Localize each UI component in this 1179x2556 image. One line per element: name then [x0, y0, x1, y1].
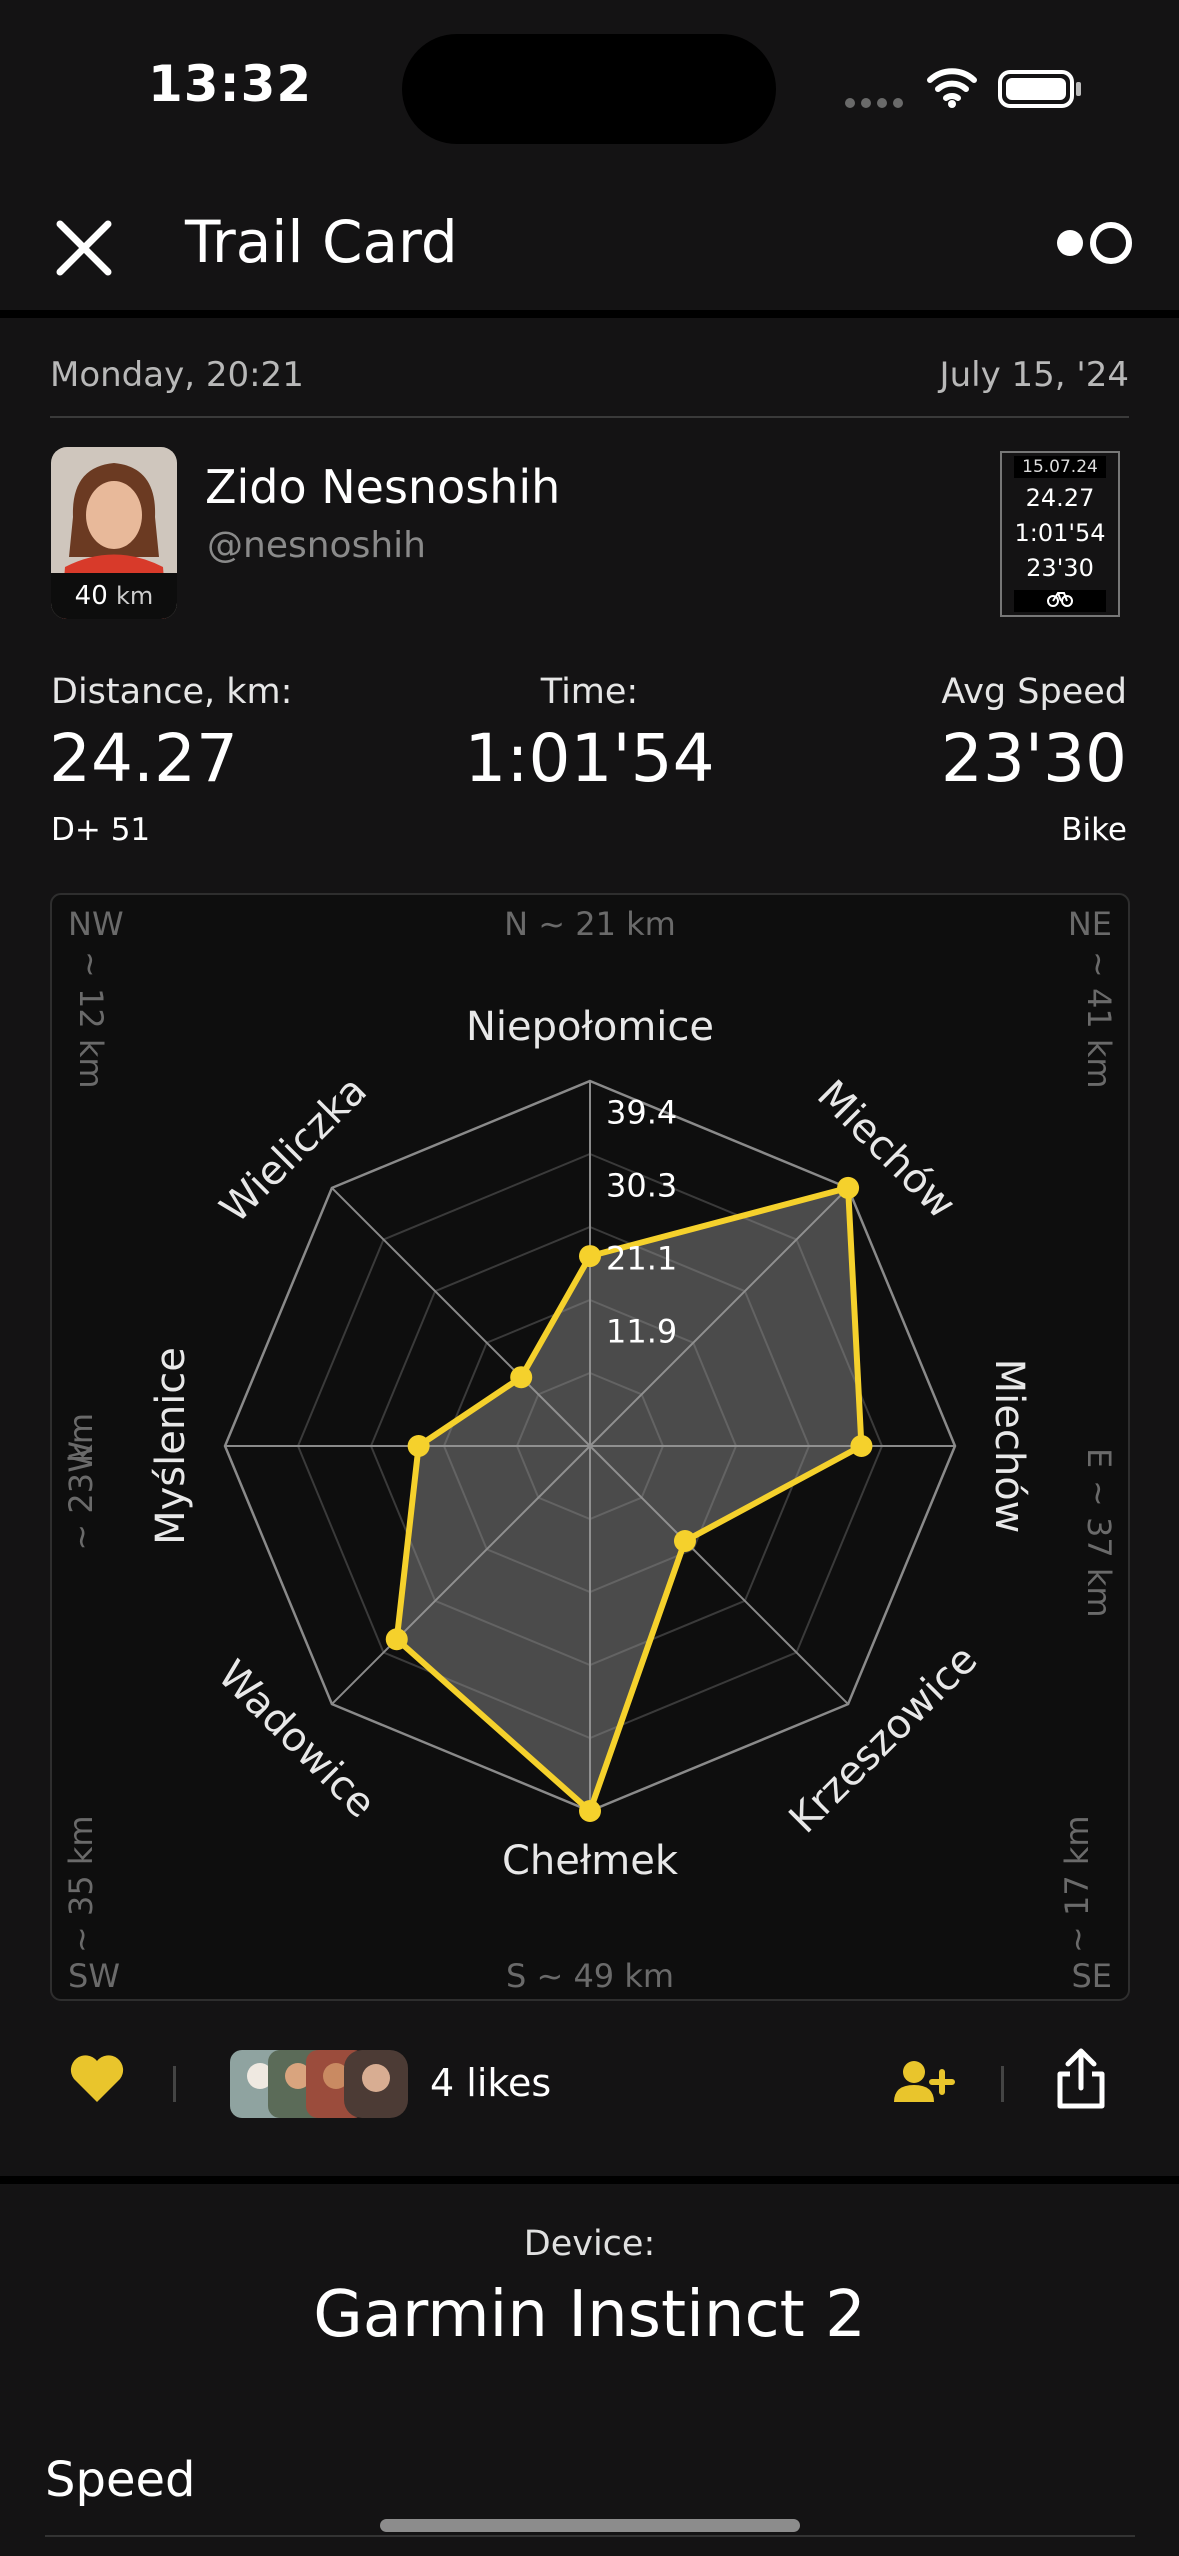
status-time: 13:32: [148, 55, 313, 113]
speed-section-title[interactable]: Speed: [45, 2452, 196, 2508]
radar-category-label: Myślenice: [148, 1347, 194, 1545]
badge-value: 40: [74, 581, 108, 611]
avg-speed-label: Avg Speed: [941, 672, 1127, 712]
user-handle[interactable]: @nesnoshih: [207, 525, 426, 566]
corner-sw: SW: [68, 1957, 120, 1995]
activity-day-time: Monday, 20:21: [50, 355, 304, 395]
home-indicator[interactable]: [380, 2519, 800, 2532]
radar-data-point: [407, 1435, 430, 1457]
radar-data-point: [385, 1628, 408, 1651]
wifi-icon: [927, 68, 977, 108]
activity-date: July 15, '24: [939, 355, 1129, 395]
corner-ne: NE: [1068, 905, 1112, 943]
corner-nw: NW: [68, 905, 124, 943]
user-name[interactable]: Zido Nesnoshih: [205, 460, 561, 514]
device-name: Garmin Instinct 2: [313, 2278, 866, 2352]
separator: [1001, 2066, 1004, 2102]
separator: [173, 2066, 176, 2102]
corner-ne-distance: ~ 41 km: [1080, 951, 1118, 1089]
corner-w: W: [62, 1441, 100, 1473]
toggle-ring-icon[interactable]: [1090, 222, 1132, 264]
bike-icon: [1014, 590, 1106, 612]
radar-tick-label: 21.1: [606, 1240, 677, 1278]
mini-card-date: 15.07.24: [1014, 456, 1106, 478]
radar-axis: [589, 1445, 849, 1705]
radar-tick-label: 11.9: [606, 1313, 677, 1351]
battery-icon: [998, 70, 1074, 108]
speed-divider: [45, 2535, 1135, 2537]
distance-label: Distance, km:: [51, 672, 293, 712]
nav-divider: [0, 310, 1179, 318]
mini-card-time: 1:01'54: [1014, 519, 1106, 547]
like-heart-icon[interactable]: [68, 2052, 126, 2104]
corner-n: N ~ 21 km: [504, 905, 676, 943]
radar-category-label: Chełmek: [502, 1838, 679, 1884]
corner-e: E: [1080, 1448, 1118, 1468]
avatar-distance-badge: 40 km: [51, 573, 177, 619]
avg-speed-value: 23'30: [940, 720, 1127, 797]
radar-data-point: [579, 1245, 601, 1268]
section-divider: [0, 2176, 1179, 2184]
distance-value: 24.27: [49, 720, 238, 797]
mini-card-speed: 23'30: [1026, 554, 1094, 582]
badge-unit: km: [116, 582, 154, 610]
corner-sw-distance: ~ 35 km: [62, 1815, 100, 1953]
radar-axis: [331, 1445, 591, 1705]
add-friend-icon[interactable]: [892, 2058, 956, 2106]
radar-tick-label: 39.4: [606, 1094, 677, 1132]
radar-category-label: Niepołomice: [466, 1004, 714, 1050]
direction-radar-chart: 11.921.130.339.4 NiepołomiceMiechówMiech…: [50, 893, 1130, 2001]
divider: [50, 416, 1129, 418]
dynamic-island: [402, 34, 776, 144]
corner-w-distance: ~ 23 km: [62, 1413, 100, 1551]
corner-se: SE: [1071, 1957, 1112, 1995]
radar-data-point: [673, 1529, 696, 1552]
device-label: Device:: [523, 2224, 656, 2264]
mini-summary-card[interactable]: 15.07.24 24.27 1:01'54 23'30: [1000, 451, 1120, 617]
close-icon[interactable]: [56, 220, 112, 276]
radar-axis: [331, 1187, 591, 1447]
radar-category-label: Miechów: [986, 1359, 1032, 1534]
cellular-signal-icon: [845, 93, 909, 112]
radar-data-point: [850, 1435, 873, 1457]
time-label: Time:: [540, 672, 639, 712]
radar-data-point: [579, 1800, 601, 1822]
radar-tick-label: 30.3: [606, 1167, 677, 1205]
mini-card-distance: 24.27: [1025, 484, 1095, 512]
activity-type: Bike: [1061, 812, 1127, 848]
share-icon[interactable]: [1056, 2048, 1106, 2110]
time-value: 1:01'54: [464, 720, 715, 797]
likers-avatars[interactable]: [230, 2050, 408, 2118]
elevation-gain: D+ 51: [51, 812, 151, 848]
page-title: Trail Card: [185, 208, 458, 276]
corner-se-distance: ~ 17 km: [1058, 1815, 1096, 1953]
radar-data-point: [837, 1176, 860, 1199]
battery-tip: [1076, 82, 1081, 96]
radar-axis: [589, 1187, 849, 1447]
corner-e-distance: ~ 37 km: [1080, 1480, 1118, 1618]
corner-nw-distance: ~ 12 km: [72, 951, 110, 1089]
corner-s: S ~ 49 km: [506, 1957, 674, 1995]
radar-data-point: [510, 1366, 533, 1389]
likes-count[interactable]: 4 likes: [430, 2061, 552, 2105]
toggle-dot-icon[interactable]: [1057, 230, 1083, 256]
